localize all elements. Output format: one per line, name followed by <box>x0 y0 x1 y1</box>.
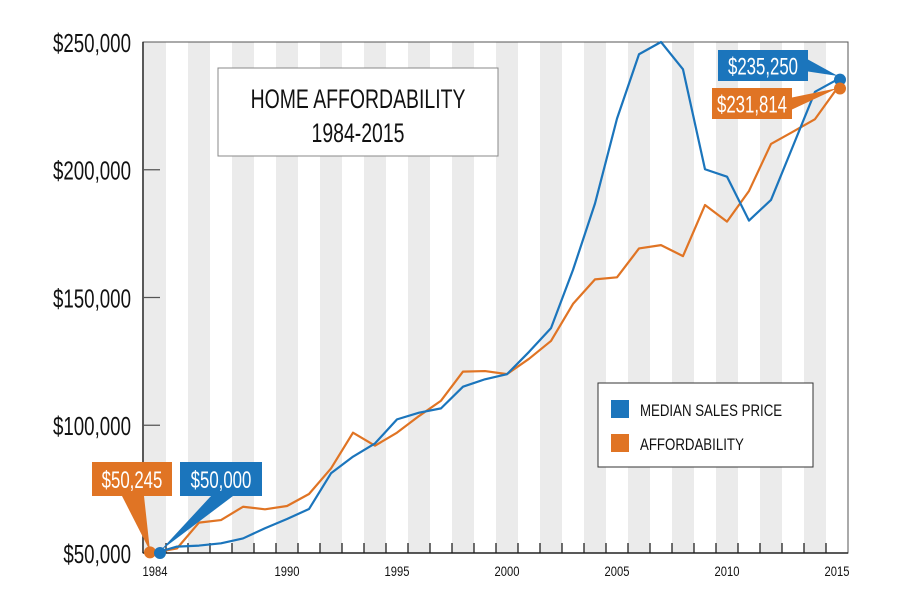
year-band-1994 <box>364 42 386 553</box>
year-band-2006 <box>628 42 650 553</box>
y-tick-label: $150,000 <box>53 283 131 313</box>
callout-pointer <box>160 496 233 551</box>
x-tick-label: 1984 <box>143 564 168 579</box>
year-band-1986 <box>188 42 210 553</box>
callout-235250: $235,250 <box>718 50 846 86</box>
y-tick-label: $50,000 <box>63 539 131 569</box>
series-line-median-sales-price <box>154 40 838 555</box>
callout-pointer <box>792 88 838 110</box>
endpoint-dot <box>144 546 156 559</box>
year-band-2008 <box>672 42 694 553</box>
x-tick-label: 1995 <box>385 564 410 579</box>
callout-50245: $50,245 <box>92 462 172 559</box>
legend-swatch-affordability <box>611 434 629 452</box>
x-tick-label: 2000 <box>495 564 520 579</box>
y-tick-label: $250,000 <box>53 28 131 58</box>
callout-box <box>718 50 808 81</box>
chart-subtitle: 1984-2015 <box>312 118 405 148</box>
callout-label: $235,250 <box>728 54 798 81</box>
year-band-2002 <box>540 42 562 553</box>
year-band-1992 <box>320 42 342 553</box>
series-line-affordability <box>154 87 838 554</box>
y-ticks: $50,000 $100,000 $150,000 $200,000 $250,000 <box>53 28 160 569</box>
year-band-1988 <box>232 42 254 553</box>
callout-label: $50,245 <box>102 467 163 494</box>
callout-label: $50,000 <box>191 467 252 494</box>
x-tick-label: 2005 <box>605 564 630 579</box>
legend: MEDIAN SALES PRICE AFFORDABILITY <box>597 382 814 468</box>
value-callouts: $50,245 $50,000 $235,250 $231,814 <box>92 50 846 559</box>
endpoint-dot <box>154 547 166 559</box>
legend-label-affordability: AFFORDABILITY <box>640 436 744 455</box>
y-tick-label: $200,000 <box>53 156 131 186</box>
callout-label: $231,814 <box>717 92 787 119</box>
y-tick-label: $100,000 <box>53 411 131 441</box>
title-box: HOME AFFORDABILITY 1984-2015 <box>217 67 499 157</box>
x-tick-label: 2010 <box>715 564 740 579</box>
chart-title: HOME AFFORDABILITY <box>251 84 466 114</box>
x-tick-label: 1990 <box>275 564 300 579</box>
endpoint-dot <box>834 82 846 95</box>
year-band-1990 <box>276 42 298 553</box>
year-band-2004 <box>584 42 606 553</box>
callout-pointer <box>808 59 838 76</box>
callout-box <box>180 462 262 496</box>
callout-box <box>712 88 792 119</box>
year-band-1998 <box>452 42 474 553</box>
callout-pointer <box>122 496 150 551</box>
year-band-2000 <box>496 42 518 553</box>
callout-231814: $231,814 <box>712 82 846 119</box>
series-lines <box>154 40 838 555</box>
callout-50000: $50,000 <box>154 462 262 559</box>
x-ticks: 1984 1990 1995 2000 2005 2010 2015 <box>143 543 850 579</box>
legend-label-median-sales-price: MEDIAN SALES PRICE <box>640 402 782 421</box>
legend-swatch-median-sales-price <box>611 400 629 418</box>
callout-box <box>92 462 172 496</box>
endpoint-dot <box>834 73 846 86</box>
x-tick-label: 2015 <box>825 564 850 579</box>
year-band-1996 <box>408 42 430 553</box>
